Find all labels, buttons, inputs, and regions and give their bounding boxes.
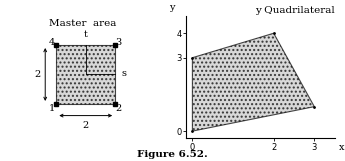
Text: y Quadrilateral: y Quadrilateral	[255, 6, 335, 15]
Text: 3: 3	[115, 38, 121, 47]
Text: y: y	[169, 3, 175, 12]
Text: 2: 2	[115, 104, 121, 113]
Title: Master  area: Master area	[49, 19, 117, 28]
Text: 2: 2	[34, 70, 40, 79]
Text: 4: 4	[49, 38, 55, 47]
Text: 1: 1	[49, 104, 55, 113]
X-axis label: x: x	[339, 143, 345, 152]
Text: 2: 2	[82, 121, 89, 130]
Text: Figure 6.52.: Figure 6.52.	[137, 150, 208, 159]
Text: t: t	[84, 30, 88, 39]
Text: s: s	[121, 69, 127, 77]
